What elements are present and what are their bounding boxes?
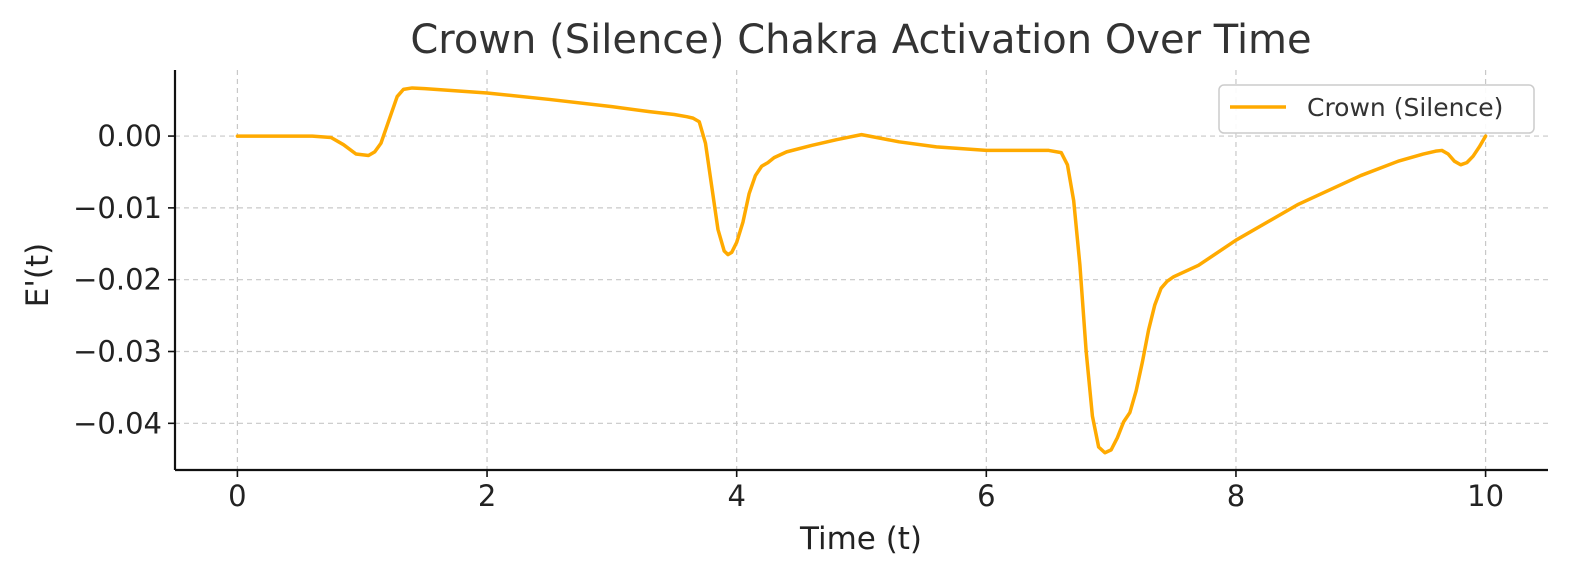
legend-label: Crown (Silence) [1307,93,1503,122]
y-axis-label: E'(t) [20,243,56,307]
y-tick-label: 0.00 [97,119,162,153]
x-tick-label: 6 [977,479,995,513]
series-layer [235,86,1488,455]
chart-title: Crown (Silence) Chakra Activation Over T… [410,17,1311,63]
x-axis-label: Time (t) [799,521,922,557]
series-line-crown-silence [235,86,1488,455]
ticks-layer: 0 2 4 6 8 10 0.00 −0.01 −0.02 −0.03 −0.04 [73,119,1504,513]
y-tick-label: −0.01 [73,191,162,225]
x-tick-label: 8 [1227,479,1245,513]
x-tick-label: 2 [478,479,496,513]
y-tick-label: −0.04 [73,406,162,440]
y-tick-label: −0.02 [73,263,162,297]
x-tick-label: 0 [228,479,246,513]
x-tick-label: 4 [727,479,745,513]
legend-box [1218,84,1535,134]
x-tick-label: 10 [1467,479,1504,513]
y-tick-label: −0.03 [73,335,162,369]
legend: Crown (Silence) [1218,84,1535,134]
